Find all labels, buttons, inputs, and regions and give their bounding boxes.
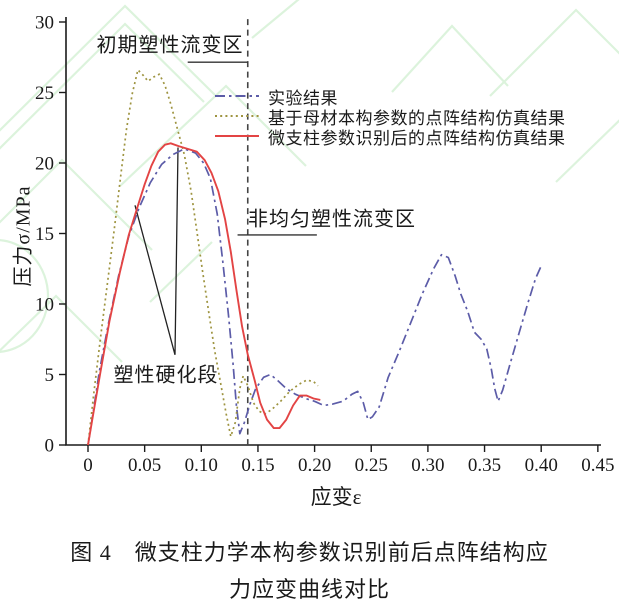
caption-line-2: 力应变曲线对比 (228, 577, 390, 602)
x-tick-label: 0.45 (581, 455, 614, 476)
axes (59, 17, 601, 452)
x-tick-label: 0.30 (411, 455, 444, 476)
legend-line-sample (215, 135, 259, 137)
legend-label: 基于母材本构参数的点阵结构仿真结果 (268, 108, 566, 128)
x-tick-label: 0.15 (241, 455, 274, 476)
legend-line-sample (215, 115, 259, 117)
series-curve-3 (87, 142, 321, 446)
y-tick-label: 0 (45, 436, 55, 457)
y-tick-label: 15 (35, 224, 54, 245)
x-tick-label: 0.35 (468, 455, 501, 476)
annotation-plastic-hardening: 塑性硬化段 (113, 364, 219, 387)
stress-strain-chart: 0 0.05 0.10 0.15 0.20 0.25 0.30 0.35 0.40 0.45 0 5… (0, 0, 619, 476)
y-tick-label: 5 (45, 365, 55, 386)
series-curve-2 (87, 69, 319, 446)
figure-caption: 图 4 微支柱力学本构参数识别前后点阵结构应 力应变曲线对比 (0, 534, 619, 608)
legend-item-3: 微支柱参数识别后的点阵结构仿真结果 (213, 126, 566, 148)
legend-item-1: 实验结果 (213, 86, 566, 108)
legend-label: 实验结果 (268, 88, 338, 108)
legend-item-2: 基于母材本构参数的点阵结构仿真结果 (213, 106, 566, 128)
annotation-initial-plastic-zone: 初期塑性流变区 (96, 34, 244, 57)
legend: 实验结果 基于母材本构参数的点阵结构仿真结果 微支柱参数识别后的点阵结构仿真结果 (213, 86, 566, 148)
x-tick-label: 0.20 (298, 455, 331, 476)
y-tick-label: 30 (35, 13, 54, 34)
x-tick-label: 0.40 (525, 455, 558, 476)
annotation-lines (134, 19, 317, 445)
series-curve-1 (87, 148, 542, 446)
y-axis-title: 压力σ/MPa (12, 185, 35, 287)
y-tick-label: 20 (35, 154, 54, 175)
y-tick-label: 25 (35, 83, 54, 104)
caption-line-1: 图 4 微支柱力学本构参数识别前后点阵结构应 (70, 540, 549, 565)
data-series (87, 69, 542, 446)
y-axis-tick-labels: 0 5 10 15 20 25 30 (35, 13, 54, 457)
x-tick-label: 0.10 (185, 455, 218, 476)
x-axis-tick-labels: 0 0.05 0.10 0.15 0.20 0.25 0.30 0.35 0.40 0.45 (83, 455, 614, 476)
legend-label: 微支柱参数识别后的点阵结构仿真结果 (268, 128, 566, 148)
x-tick-label: 0.25 (355, 455, 388, 476)
x-axis-title: 应变ε (310, 485, 362, 509)
hardening-leader-lines (134, 147, 179, 355)
x-tick-label: 0 (83, 455, 93, 476)
y-tick-label: 10 (35, 295, 54, 316)
annotation-nonuniform-plastic-zone: 非均匀塑性流变区 (248, 208, 416, 231)
legend-line-sample (215, 95, 259, 97)
x-tick-label: 0.05 (128, 455, 161, 476)
